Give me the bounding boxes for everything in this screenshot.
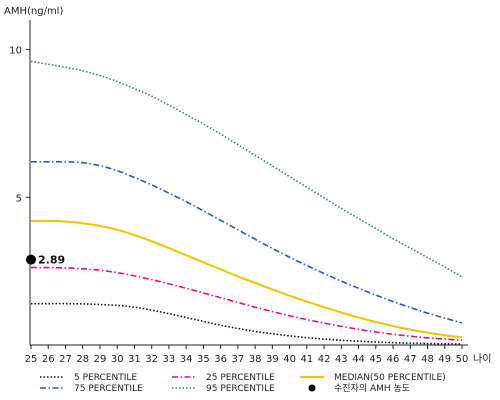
x-tick-label: 40 xyxy=(283,354,296,365)
x-tick-label: 26 xyxy=(42,354,55,365)
x-tick-label: 47 xyxy=(404,354,417,365)
x-tick-label: 39 xyxy=(266,354,279,365)
series-line-0 xyxy=(30,302,463,345)
x-tick-label: 35 xyxy=(197,354,210,365)
x-tick-label: 38 xyxy=(249,354,262,365)
x-tick-label: 36 xyxy=(214,354,227,365)
y-ticks: 5 10 xyxy=(9,46,30,204)
legend-label-1: 25 PERCENTILE xyxy=(206,373,275,383)
series-line-2 xyxy=(30,219,463,339)
y-tick-label: 10 xyxy=(9,46,22,57)
legend-label-2: MEDIAN(50 PERCENTILE) xyxy=(334,373,446,383)
x-tick-label: 27 xyxy=(59,354,72,365)
legend-label-4: 95 PERCENTILE xyxy=(206,384,275,394)
legend: 5 PERCENTILE 25 PERCENTILE MEDIAN(50 PERCE… xyxy=(40,373,446,394)
x-ticks: 25 26 27 28 29 30 31 32 33 34 35 36 37 38 39 40 41 42 43 44… xyxy=(25,345,469,365)
highlight-point xyxy=(26,254,36,265)
series-line-3 xyxy=(31,160,463,324)
series-line-1 xyxy=(30,266,463,342)
x-tick-label: 41 xyxy=(300,354,313,365)
series-line-4 xyxy=(30,60,463,278)
legend-label-highlight: 수진자의 AMH 농도 xyxy=(334,383,410,394)
x-tick-label: 48 xyxy=(421,354,434,365)
series-lines xyxy=(30,60,463,345)
x-tick-label: 31 xyxy=(128,354,141,365)
x-tick-label: 32 xyxy=(145,354,158,365)
x-tick-label: 42 xyxy=(318,354,331,365)
x-tick-label: 33 xyxy=(163,354,176,365)
x-tick-label: 46 xyxy=(387,354,400,365)
highlight-point-group: 2.89 xyxy=(26,254,65,267)
legend-label-0: 5 PERCENTILE xyxy=(74,373,137,383)
y-axis-label: AMH(ng/ml) xyxy=(4,6,63,17)
legend-swatch-highlight xyxy=(308,384,316,392)
x-tick-label: 45 xyxy=(369,354,382,365)
x-tick-label: 34 xyxy=(180,354,193,365)
x-tick-label: 29 xyxy=(94,354,107,365)
x-tick-label: 25 xyxy=(25,354,38,365)
x-tick-label: 43 xyxy=(335,354,348,365)
x-tick-label: 44 xyxy=(352,354,365,365)
x-tick-label: 50 xyxy=(456,354,469,365)
highlight-point-label: 2.89 xyxy=(38,254,65,267)
chart-axes: AMH(ng/ml) 나이 xyxy=(4,6,491,365)
x-tick-label: 28 xyxy=(76,354,89,365)
legend-label-3: 75 PERCENTILE xyxy=(74,384,143,394)
y-tick-label: 5 xyxy=(16,193,22,204)
x-tick-label: 37 xyxy=(232,354,245,365)
x-tick-label: 49 xyxy=(438,354,451,365)
x-axis-label: 나이 xyxy=(473,353,491,365)
x-tick-label: 30 xyxy=(111,354,124,365)
